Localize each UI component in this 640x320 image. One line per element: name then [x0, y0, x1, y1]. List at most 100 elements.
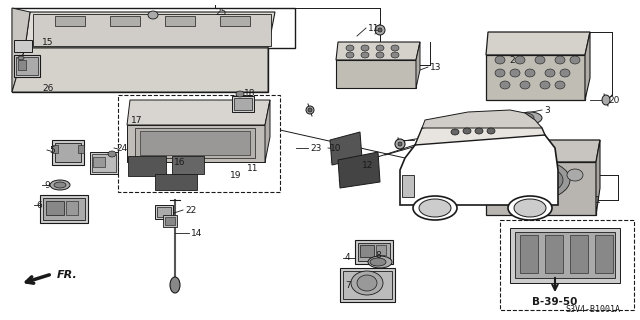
Text: 6: 6: [36, 201, 42, 210]
Polygon shape: [486, 162, 596, 215]
Ellipse shape: [306, 106, 314, 114]
Polygon shape: [500, 220, 634, 310]
Bar: [360, 245, 374, 257]
Text: 13: 13: [430, 62, 442, 71]
Ellipse shape: [376, 45, 384, 51]
Bar: [515, 232, 615, 278]
Polygon shape: [12, 8, 295, 92]
Bar: [570, 235, 588, 273]
Text: 2: 2: [509, 55, 515, 65]
Ellipse shape: [391, 45, 399, 51]
Text: 20: 20: [608, 95, 620, 105]
Text: 11: 11: [247, 164, 259, 172]
Ellipse shape: [236, 91, 244, 97]
Text: 18: 18: [244, 89, 255, 98]
Polygon shape: [585, 32, 590, 100]
Polygon shape: [416, 42, 420, 88]
Bar: [340, 268, 395, 302]
Polygon shape: [127, 125, 265, 162]
Text: 24: 24: [116, 143, 127, 153]
Ellipse shape: [50, 180, 70, 190]
Ellipse shape: [357, 275, 377, 291]
Bar: [155, 174, 197, 190]
Text: 15: 15: [42, 37, 54, 46]
Ellipse shape: [487, 128, 495, 134]
Bar: [110, 16, 140, 26]
Text: 17: 17: [131, 116, 143, 124]
Ellipse shape: [602, 95, 610, 105]
Ellipse shape: [555, 81, 565, 89]
Ellipse shape: [378, 28, 382, 32]
Ellipse shape: [560, 69, 570, 77]
Ellipse shape: [346, 45, 354, 51]
Ellipse shape: [535, 56, 545, 64]
Ellipse shape: [395, 139, 405, 149]
Bar: [55, 143, 81, 162]
Text: 23: 23: [310, 143, 321, 153]
Polygon shape: [422, 110, 542, 128]
Ellipse shape: [451, 129, 459, 135]
Ellipse shape: [368, 256, 392, 268]
Ellipse shape: [18, 56, 24, 60]
Polygon shape: [415, 116, 545, 145]
Bar: [402, 175, 414, 197]
Bar: [66, 201, 78, 215]
Polygon shape: [486, 140, 600, 162]
Polygon shape: [486, 55, 585, 100]
Ellipse shape: [545, 69, 555, 77]
Bar: [358, 243, 390, 261]
Ellipse shape: [507, 165, 563, 195]
Bar: [163, 215, 177, 227]
Bar: [220, 16, 250, 26]
Ellipse shape: [510, 69, 520, 77]
Text: FR.: FR.: [57, 270, 77, 280]
Bar: [545, 235, 563, 273]
Bar: [90, 152, 118, 174]
Ellipse shape: [540, 81, 550, 89]
Bar: [52, 140, 84, 165]
Bar: [40, 195, 88, 223]
Text: 3: 3: [544, 106, 550, 115]
Bar: [520, 235, 538, 273]
Ellipse shape: [500, 160, 570, 200]
Bar: [52, 145, 58, 153]
Bar: [595, 235, 613, 273]
Ellipse shape: [376, 52, 384, 58]
Text: 5: 5: [49, 146, 55, 155]
Ellipse shape: [351, 271, 383, 295]
Ellipse shape: [500, 81, 510, 89]
Text: 10: 10: [330, 143, 342, 153]
Bar: [172, 156, 204, 174]
Polygon shape: [12, 8, 30, 92]
Text: B-39-50: B-39-50: [532, 297, 578, 307]
Ellipse shape: [419, 199, 451, 217]
Bar: [157, 207, 171, 217]
Bar: [92, 154, 116, 172]
Bar: [135, 128, 255, 158]
Ellipse shape: [515, 56, 525, 64]
Bar: [355, 240, 393, 264]
Polygon shape: [265, 100, 270, 162]
Polygon shape: [118, 95, 280, 192]
Ellipse shape: [391, 52, 399, 58]
Bar: [128, 156, 166, 176]
Text: 8: 8: [375, 251, 381, 260]
Bar: [234, 98, 252, 110]
Bar: [165, 217, 175, 225]
Ellipse shape: [495, 69, 505, 77]
Polygon shape: [338, 152, 380, 188]
Ellipse shape: [518, 113, 534, 123]
Ellipse shape: [370, 258, 386, 266]
Text: 12: 12: [362, 161, 373, 170]
Ellipse shape: [567, 169, 583, 181]
Bar: [232, 96, 254, 112]
Ellipse shape: [525, 69, 535, 77]
Polygon shape: [330, 132, 362, 165]
Ellipse shape: [514, 199, 546, 217]
Text: 25: 25: [215, 7, 227, 17]
Polygon shape: [336, 42, 420, 60]
Text: 21: 21: [416, 135, 428, 145]
Polygon shape: [12, 48, 268, 92]
Ellipse shape: [375, 25, 385, 35]
Ellipse shape: [346, 52, 354, 58]
